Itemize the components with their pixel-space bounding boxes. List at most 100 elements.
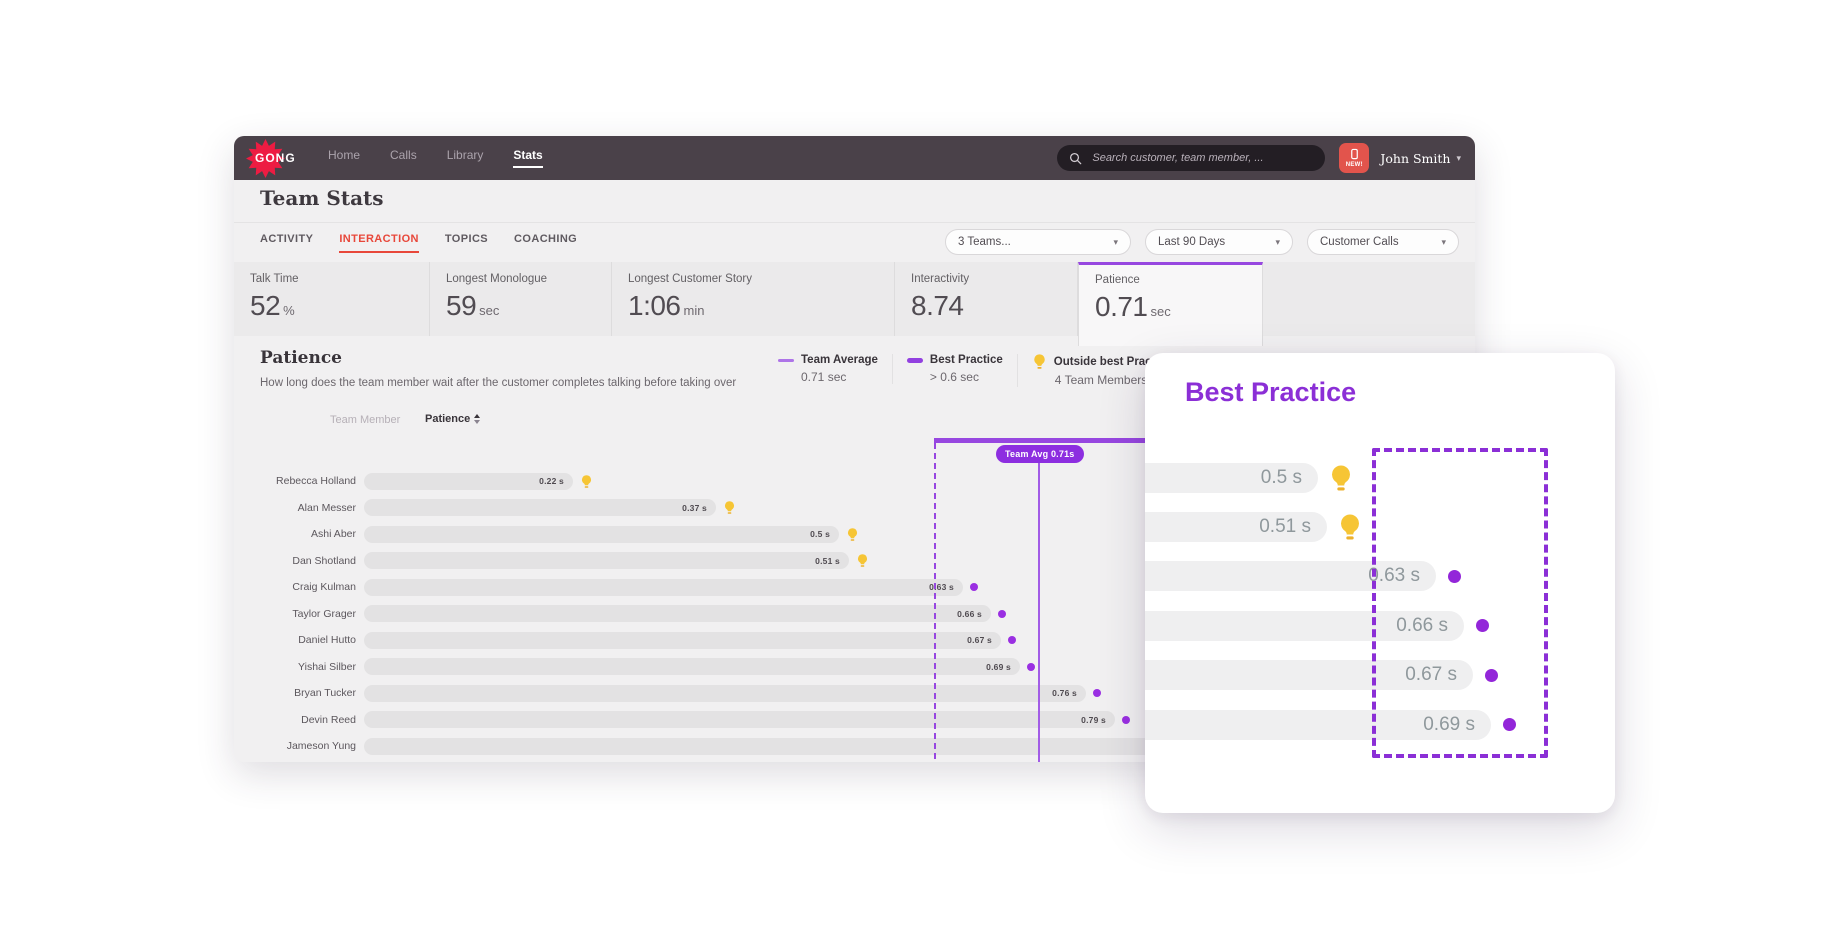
metric-card-talk-time[interactable]: Talk Time 52%	[234, 262, 430, 336]
column-header-team-member: Team Member	[330, 414, 401, 426]
lightbulb-icon	[856, 554, 869, 567]
team-member-name[interactable]: Yishai Silber	[298, 660, 356, 673]
bar-value-label: 0.51 s	[815, 555, 840, 566]
section-description: How long does the team member wait after…	[260, 377, 737, 389]
overlay-bar-value: 0.69 s	[1423, 713, 1475, 735]
legend-outside-best-practice: Outside best Practice 4 Team Members	[1016, 354, 1186, 387]
nav-item-library[interactable]: Library	[446, 148, 484, 162]
patience-bar: 0.51 s	[364, 552, 849, 570]
team-member-name[interactable]: Daniel Hutto	[298, 634, 356, 647]
team-row: Alan Messer 0.37 s	[234, 495, 1475, 522]
best-practice-dot	[1503, 718, 1516, 732]
team-row: Taylor Grager 0.66 s	[234, 601, 1475, 628]
lightbulb-icon	[1341, 514, 1359, 540]
overlay-row: 0.67 s	[1145, 651, 1615, 700]
best-practice-dot	[1027, 662, 1035, 671]
global-search[interactable]	[1057, 145, 1326, 171]
metric-card-longest-monologue[interactable]: Longest Monologue 59 sec	[430, 262, 612, 336]
column-header-patience-sort[interactable]: Patience	[425, 413, 481, 425]
new-feature-badge[interactable]: NEW!	[1339, 143, 1370, 173]
nav-item-home[interactable]: Home	[328, 148, 361, 162]
best-practice-dot	[1485, 668, 1498, 682]
chevron-down-icon: ▾	[1113, 236, 1118, 247]
lightbulb-icon	[1337, 514, 1363, 540]
team-row: Jameson Yung	[234, 733, 1475, 760]
overlay-bar-value: 0.67 s	[1405, 664, 1457, 686]
team-member-name[interactable]: Ashi Aber	[311, 528, 356, 541]
bar-value-label: 0.66 s	[957, 608, 982, 619]
patience-bar	[364, 737, 1184, 755]
patience-bar: 0.79 s	[364, 711, 1115, 729]
team-member-name[interactable]: Devin Reed	[301, 713, 356, 726]
lightbulb-icon	[582, 475, 591, 488]
best-practice-dot	[1448, 569, 1461, 583]
best-practice-dot	[1093, 689, 1101, 698]
metric-unit: sec	[1150, 304, 1171, 319]
metric-value: 1:06	[628, 290, 681, 321]
overlay-row: 0.5 s	[1145, 453, 1615, 502]
nav-item-stats[interactable]: Stats	[513, 148, 543, 168]
overlay-bar: 0.69 s	[1145, 709, 1491, 740]
team-member-name[interactable]: Rebecca Holland	[276, 475, 356, 488]
legend-label: Best Practice	[929, 354, 1003, 366]
overlay-bar: 0.5 s	[1145, 462, 1318, 493]
nav-item-calls[interactable]: Calls	[390, 148, 417, 162]
sort-icon	[474, 414, 481, 424]
date-range-value: Last 90 Days	[1158, 236, 1226, 248]
metric-card-patience[interactable]: Patience 0.71 sec	[1078, 262, 1263, 346]
overlay-row: 0.51 s	[1145, 502, 1615, 551]
metric-card-longest-customer-story[interactable]: Longest Customer Story 1:06 min	[612, 262, 895, 336]
bar-value-label: 0.67 s	[967, 635, 992, 646]
page-title: Team Stats	[260, 186, 384, 210]
overlay-bar-value: 0.66 s	[1396, 614, 1448, 636]
metric-label: Interactivity	[911, 273, 970, 285]
team-rows: Rebecca Holland 0.22 s Alan Messer 0.37 s …	[234, 468, 1475, 760]
metric-unit: %	[283, 303, 295, 318]
user-menu[interactable]: John Smith ▾	[1380, 151, 1461, 166]
chevron-down-icon: ▾	[1275, 236, 1280, 247]
section-title: Patience	[260, 348, 342, 368]
metric-card-interactivity[interactable]: Interactivity 8.74	[895, 262, 1078, 336]
metric-value: 59	[446, 290, 477, 321]
team-member-name[interactable]: Taylor Grager	[292, 607, 356, 620]
team-member-name[interactable]: Alan Messer	[297, 501, 356, 514]
best-practice-dot	[998, 609, 1006, 618]
team-member-name[interactable]: Craig Kulman	[292, 581, 356, 594]
tab-topics[interactable]: TOPICS	[444, 233, 489, 245]
date-range-dropdown[interactable]: Last 90 Days ▾	[1145, 229, 1293, 255]
legend-value: 0.71 sec	[801, 370, 847, 384]
bar-value-label: 0.5 s	[810, 529, 830, 540]
call-type-value: Customer Calls	[1320, 236, 1399, 248]
team-average-line-icon	[778, 358, 794, 362]
gong-logo-text: GONG	[255, 151, 296, 165]
gong-burst-icon	[246, 139, 285, 178]
best-practice-threshold-line	[934, 443, 936, 762]
search-input[interactable]	[1090, 151, 1314, 165]
team-member-name[interactable]: Dan Shotland	[292, 554, 356, 567]
gong-logo[interactable]: GONG	[246, 136, 306, 180]
tab-interaction[interactable]: INTERACTION	[339, 233, 419, 253]
team-member-name[interactable]: Bryan Tucker	[294, 687, 356, 700]
team-row: Bryan Tucker 0.76 s	[234, 680, 1475, 707]
search-icon	[1070, 152, 1082, 164]
overlay-bar: 0.66 s	[1145, 610, 1464, 641]
team-row: Yishai Silber 0.69 s	[234, 654, 1475, 681]
lightbulb-icon	[580, 475, 593, 488]
user-name: John Smith	[1380, 150, 1451, 166]
title-divider	[234, 222, 1475, 223]
top-navbar: GONG Home Calls Library Stats NEW!	[234, 136, 1475, 180]
bar-value-label: 0.69 s	[986, 661, 1011, 672]
tab-coaching[interactable]: COACHING	[514, 233, 578, 245]
team-average-badge: Team Avg 0.71s	[996, 445, 1084, 463]
chevron-down-icon: ▾	[1456, 152, 1461, 163]
team-row: Daniel Hutto 0.67 s	[234, 627, 1475, 654]
tab-activity[interactable]: ACTIVITY	[260, 233, 314, 245]
bar-value-label: 0.37 s	[682, 502, 707, 513]
teams-filter-dropdown[interactable]: 3 Teams... ▾	[945, 229, 1131, 255]
best-practice-dot	[1122, 715, 1130, 724]
overlay-bar: 0.63 s	[1145, 561, 1436, 592]
chevron-down-icon: ▾	[1441, 236, 1446, 247]
lightbulb-icon	[858, 554, 867, 567]
team-member-name[interactable]: Jameson Yung	[286, 740, 356, 753]
call-type-dropdown[interactable]: Customer Calls ▾	[1307, 229, 1459, 255]
